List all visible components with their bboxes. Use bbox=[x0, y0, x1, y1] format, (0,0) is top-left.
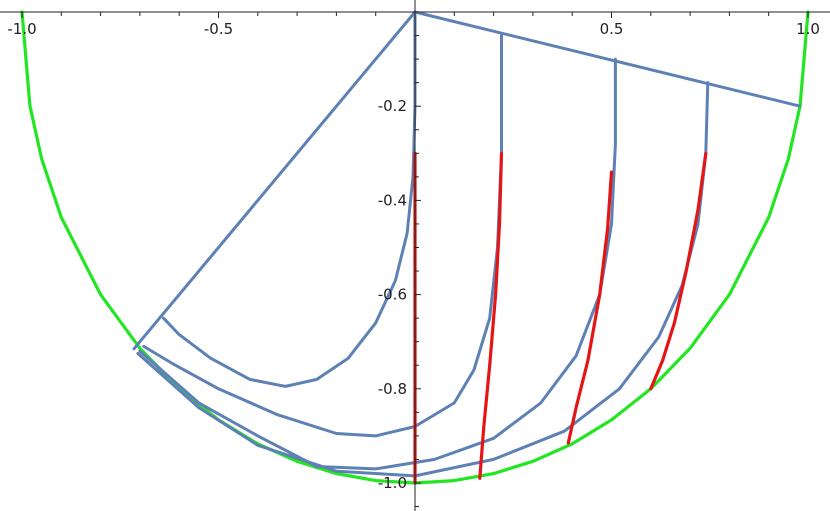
red-curve-series-9 bbox=[566, 170, 614, 445]
red-curve-series-8 bbox=[478, 151, 504, 480]
x-tick-label: -1.0 bbox=[7, 20, 36, 38]
y-tick-label: -0.8 bbox=[378, 380, 407, 398]
frame-series-2 bbox=[132, 342, 140, 351]
tick-labels: -1.0 -0.5 0.5 1.0 -0.2 -0.4 -0.6 -0.8 -1.0 bbox=[7, 20, 820, 492]
curve-series-6 bbox=[136, 81, 710, 478]
curve-series-3 bbox=[162, 10, 417, 388]
y-tick-label: -0.4 bbox=[378, 191, 407, 209]
x-tick-label: -0.5 bbox=[204, 20, 233, 38]
x-tick-label: 1.0 bbox=[796, 20, 820, 38]
y-tick-label: -0.2 bbox=[378, 97, 407, 115]
x-tick-label: 0.5 bbox=[600, 20, 624, 38]
red-curve-series-10 bbox=[649, 151, 708, 391]
curve-series-5 bbox=[138, 57, 617, 471]
y-tick-label: -0.6 bbox=[378, 286, 407, 304]
y-tick-label: -1.0 bbox=[378, 474, 407, 492]
